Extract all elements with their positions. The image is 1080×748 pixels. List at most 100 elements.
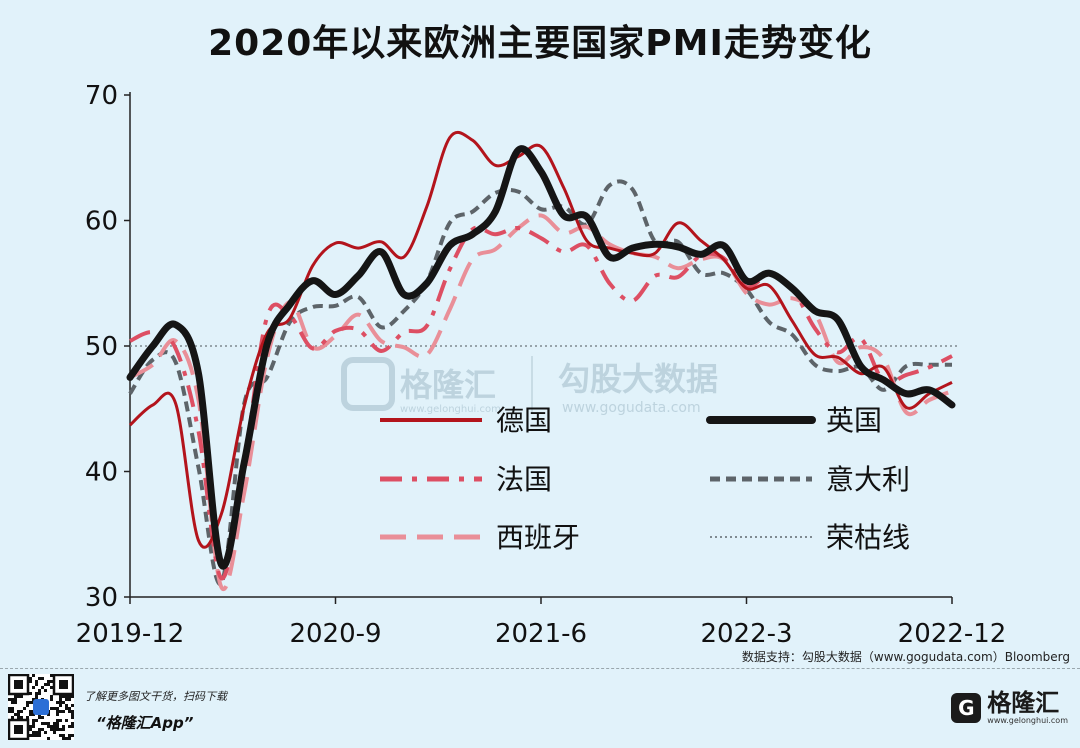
qr-module xyxy=(50,674,53,677)
qr-module xyxy=(14,701,17,704)
qr-module xyxy=(59,710,62,713)
qr-module xyxy=(59,704,62,707)
qr-module xyxy=(56,725,59,728)
legend-label-ref: 荣枯线 xyxy=(826,521,910,554)
qr-finder xyxy=(8,718,30,740)
qr-module xyxy=(53,731,56,734)
qr-module xyxy=(38,677,41,680)
series-group xyxy=(126,130,956,592)
qr-module xyxy=(20,695,23,698)
qr-module xyxy=(56,707,59,710)
y-tick-label: 50 xyxy=(85,332,118,362)
qr-module xyxy=(47,737,50,740)
legend-label-spain: 西班牙 xyxy=(496,521,580,554)
qr-module xyxy=(35,683,38,686)
y-tick-label: 40 xyxy=(85,458,118,488)
qr-module xyxy=(53,707,56,710)
qr-module xyxy=(59,698,62,701)
qr-module xyxy=(56,713,59,716)
qr-module xyxy=(17,695,20,698)
qr-module xyxy=(50,725,53,728)
qr-module xyxy=(71,722,74,725)
qr-module xyxy=(47,725,50,728)
qr-module xyxy=(59,719,62,722)
logo-mark-icon: G xyxy=(951,693,982,723)
series-line-germany xyxy=(128,130,953,549)
x-tick-label: 2019-12 xyxy=(76,619,185,649)
qr-module xyxy=(20,716,23,719)
x-tick-label: 2022-12 xyxy=(898,619,1007,649)
qr-module xyxy=(56,719,59,722)
qr-module xyxy=(71,725,74,728)
qr-code xyxy=(8,674,74,740)
qr-module xyxy=(23,707,26,710)
watermark-brand: 格隆汇 xyxy=(400,366,496,404)
qr-module xyxy=(35,719,38,722)
data-source: 数据支持：勾股大数据（www.gogudata.com）Bloomberg xyxy=(741,650,1070,664)
qr-module xyxy=(65,737,68,740)
qr-finder xyxy=(8,674,30,696)
series-line-france xyxy=(129,225,953,581)
qr-module xyxy=(32,686,35,689)
qr-module xyxy=(65,695,68,698)
footer-divider xyxy=(0,668,1080,669)
watermark-logo-mark xyxy=(341,357,395,411)
qr-module xyxy=(8,707,11,710)
qr-module xyxy=(68,725,71,728)
qr-module xyxy=(32,722,35,725)
qr-module xyxy=(68,707,71,710)
qr-module xyxy=(68,695,71,698)
qr-module xyxy=(44,683,47,686)
qr-module xyxy=(29,692,32,695)
watermark: 格隆汇 www.gelonghui.com 勾股大数据 www.gogudata… xyxy=(341,356,718,416)
qr-module xyxy=(47,722,50,725)
qr-module xyxy=(17,710,20,713)
qr-module xyxy=(68,737,71,740)
qr-module xyxy=(44,722,47,725)
qr-module xyxy=(50,695,53,698)
qr-module xyxy=(68,734,71,737)
watermark-data-brand: 勾股大数据 xyxy=(558,360,718,398)
qr-finder-core xyxy=(59,680,68,689)
qr-module xyxy=(47,683,50,686)
qr-module xyxy=(41,722,44,725)
axes: 30 40 50 60 70 2019-12 2020-9 2021-6 2022-3 2022-… xyxy=(76,81,1007,649)
qr-module xyxy=(59,728,62,731)
qr-module xyxy=(47,713,50,716)
brand-logo: G 格隆汇 www.gelonghui.com xyxy=(951,688,1068,728)
qr-module xyxy=(32,713,35,716)
qr-module xyxy=(32,698,35,701)
qr-module xyxy=(35,734,38,737)
qr-module xyxy=(35,695,38,698)
watermark-brand-url: www.gelonghui.com xyxy=(400,404,501,415)
logo-url: www.gelonghui.com xyxy=(987,716,1068,725)
legend-label-germany: 德国 xyxy=(496,404,552,437)
qr-module xyxy=(50,707,53,710)
qr-module xyxy=(53,728,56,731)
qr-module xyxy=(17,713,20,716)
qr-module xyxy=(11,716,14,719)
qr-module xyxy=(11,698,14,701)
qr-module xyxy=(14,695,17,698)
qr-module xyxy=(32,719,35,722)
qr-module xyxy=(11,707,14,710)
qr-module xyxy=(62,725,65,728)
legend-label-italy: 意大利 xyxy=(826,463,910,496)
qr-module xyxy=(56,728,59,731)
qr-module xyxy=(29,701,32,704)
qr-module xyxy=(38,731,41,734)
qr-module xyxy=(8,698,11,701)
qr-module xyxy=(71,695,74,698)
qr-module xyxy=(71,734,74,737)
qr-module xyxy=(56,701,59,704)
qr-module xyxy=(71,704,74,707)
legend-label-uk: 英国 xyxy=(826,404,882,437)
qr-module xyxy=(62,737,65,740)
y-tick-label: 60 xyxy=(85,207,118,237)
qr-module xyxy=(50,728,53,731)
x-tick-label: 2022-3 xyxy=(700,619,792,649)
qr-module xyxy=(65,719,68,722)
qr-module xyxy=(26,701,29,704)
qr-module xyxy=(47,680,50,683)
